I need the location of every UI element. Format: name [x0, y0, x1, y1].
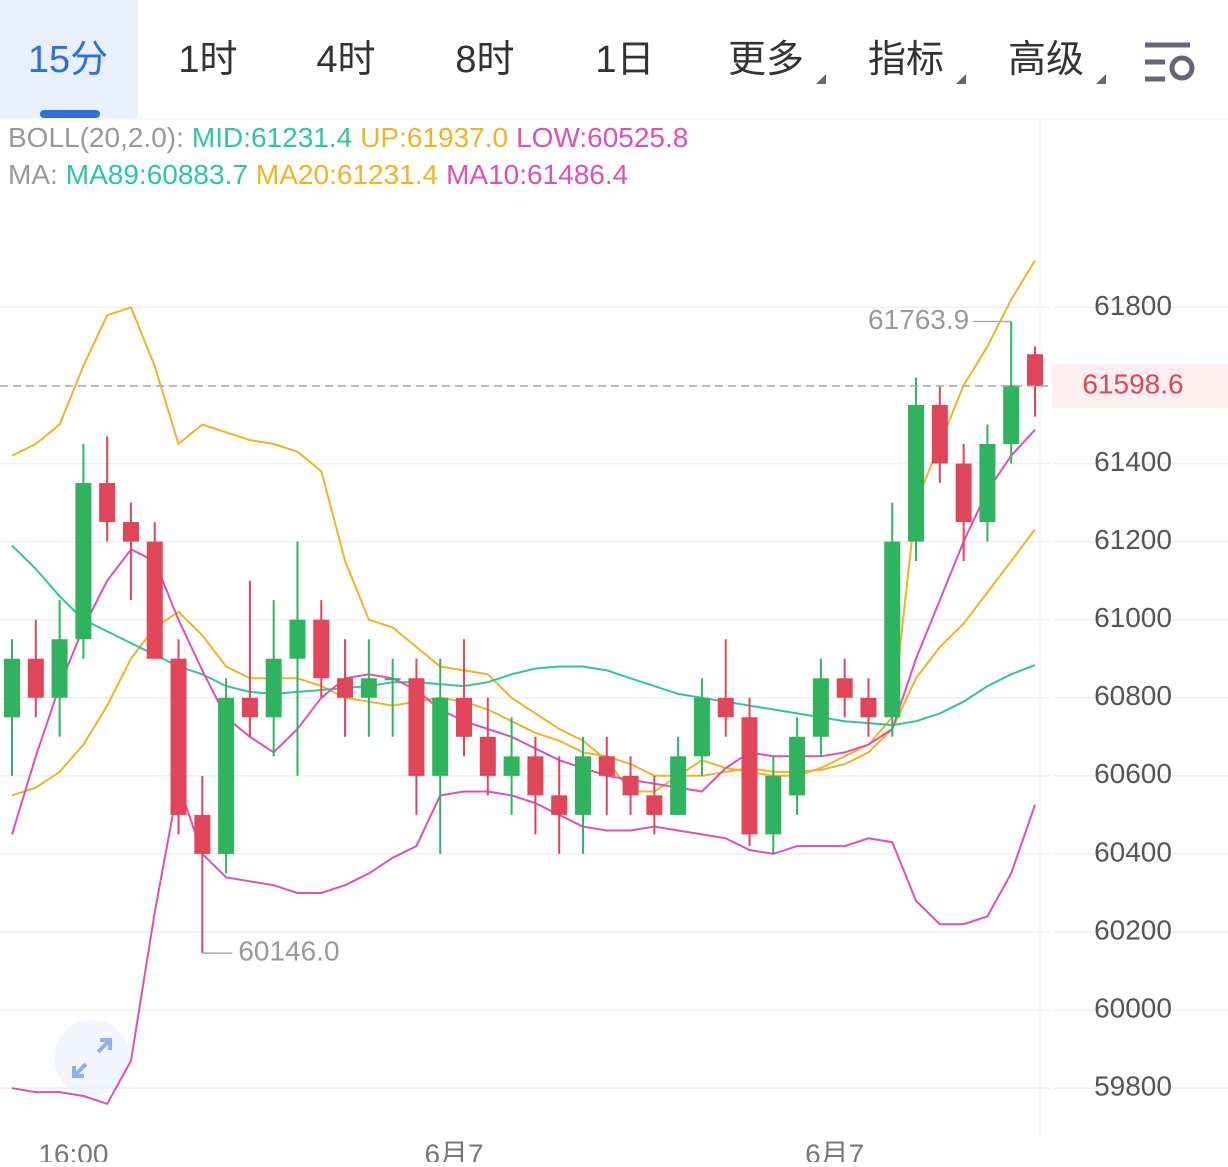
legend-item: MA10:61486.4	[446, 159, 628, 190]
candle-body	[503, 756, 520, 776]
tab[interactable]: 15分	[28, 39, 108, 81]
candle-body	[717, 697, 734, 718]
candle-body	[75, 483, 92, 640]
last-price-label: 61598.6	[1082, 368, 1183, 399]
candle-body	[99, 483, 116, 523]
candle-body	[4, 658, 20, 718]
candle-body	[27, 658, 44, 698]
legend-item: UP:61937.0	[360, 122, 508, 153]
candle-body	[479, 736, 496, 776]
dropdown-caret	[816, 74, 826, 84]
y-tick-label: 60600	[1094, 758, 1172, 789]
y-tick-label: 60000	[1094, 992, 1172, 1023]
candle-body	[241, 697, 258, 718]
last-price-tag	[1052, 364, 1228, 409]
candle-body	[598, 756, 615, 776]
candle-body	[432, 697, 449, 776]
x-tick-label: 6月7	[805, 1138, 864, 1162]
indicator-line	[11, 259, 1036, 793]
candle-body	[765, 775, 782, 835]
candle-body	[408, 678, 425, 776]
candle-body	[194, 814, 211, 854]
candle-body	[456, 697, 473, 737]
dropdown-caret	[956, 74, 966, 84]
legend-row: MA: MA89:60883.7 MA20:61231.4 MA10:61486.4	[8, 159, 628, 190]
active-tab-indicator	[40, 110, 100, 118]
indicator-line	[11, 429, 1036, 835]
tab[interactable]: 1时	[178, 39, 237, 81]
candle-body	[218, 697, 235, 854]
indicator-line	[11, 528, 1036, 797]
candle-body	[313, 619, 330, 679]
candle-body	[1027, 354, 1043, 387]
candle-body	[741, 717, 758, 835]
y-tick-label: 61400	[1094, 446, 1172, 477]
expand-button[interactable]	[54, 1020, 130, 1096]
candle-body	[551, 795, 568, 815]
y-tick-label: 60400	[1094, 836, 1172, 867]
candle-body	[955, 463, 972, 523]
candle-body	[836, 678, 853, 698]
candle-body	[646, 795, 663, 815]
legend-item: LOW:60525.8	[516, 122, 688, 153]
candle-body	[265, 658, 282, 718]
y-tick-label: 59800	[1094, 1071, 1172, 1102]
candle-body	[931, 404, 948, 464]
active-tab-bg	[0, 0, 138, 118]
legend-item: MA89:60883.7	[66, 159, 248, 190]
candle-body	[146, 541, 163, 659]
x-tick-label: 6月7	[424, 1138, 483, 1162]
candle-body	[812, 678, 829, 737]
x-tick-label: 16:00	[38, 1138, 108, 1162]
y-tick-label: 61000	[1094, 602, 1172, 633]
candle-body	[527, 756, 544, 796]
legend-row: BOLL(20,2.0): MID:61231.4 UP:61937.0 LOW:60…	[8, 122, 688, 153]
candle-body	[360, 678, 377, 698]
tab[interactable]: 高级	[1008, 39, 1084, 81]
candle-body	[170, 658, 187, 815]
legend-item: MID:61231.4	[192, 122, 352, 153]
tab[interactable]: 4时	[316, 39, 375, 81]
tab[interactable]: 8时	[455, 39, 514, 81]
candle-body	[337, 678, 354, 698]
tab[interactable]: 更多	[728, 39, 804, 81]
candle-body	[122, 522, 139, 542]
y-tick-label: 61200	[1094, 524, 1172, 555]
annotation-label: 60146.0	[238, 935, 339, 966]
candle-body	[693, 697, 710, 757]
settings-icon[interactable]	[1145, 42, 1195, 82]
y-tick-label: 60200	[1094, 914, 1172, 945]
candle-body	[1003, 385, 1020, 445]
legend-item: MA20:61231.4	[256, 159, 438, 190]
tab[interactable]: 1日	[595, 39, 654, 81]
legend-item: BOLL(20,2.0):	[8, 122, 184, 153]
candle-body	[884, 541, 901, 718]
candle-body	[622, 775, 639, 796]
candle-body	[384, 678, 401, 681]
candle-body	[860, 697, 877, 718]
candle-body	[670, 756, 687, 815]
indicator-line	[11, 779, 1036, 1106]
candle-body	[289, 619, 306, 659]
tab[interactable]: 指标	[868, 39, 944, 81]
candle-body	[979, 444, 996, 523]
y-tick-label: 61800	[1094, 290, 1172, 321]
y-tick-label: 60800	[1094, 680, 1172, 711]
candle-body	[908, 404, 925, 542]
legend-item: MA:	[8, 159, 58, 190]
annotation-label: 61763.9	[868, 304, 969, 335]
candle-body	[574, 756, 591, 815]
candle-body	[51, 639, 68, 698]
dropdown-caret	[1096, 74, 1106, 84]
candle-body	[789, 736, 806, 796]
